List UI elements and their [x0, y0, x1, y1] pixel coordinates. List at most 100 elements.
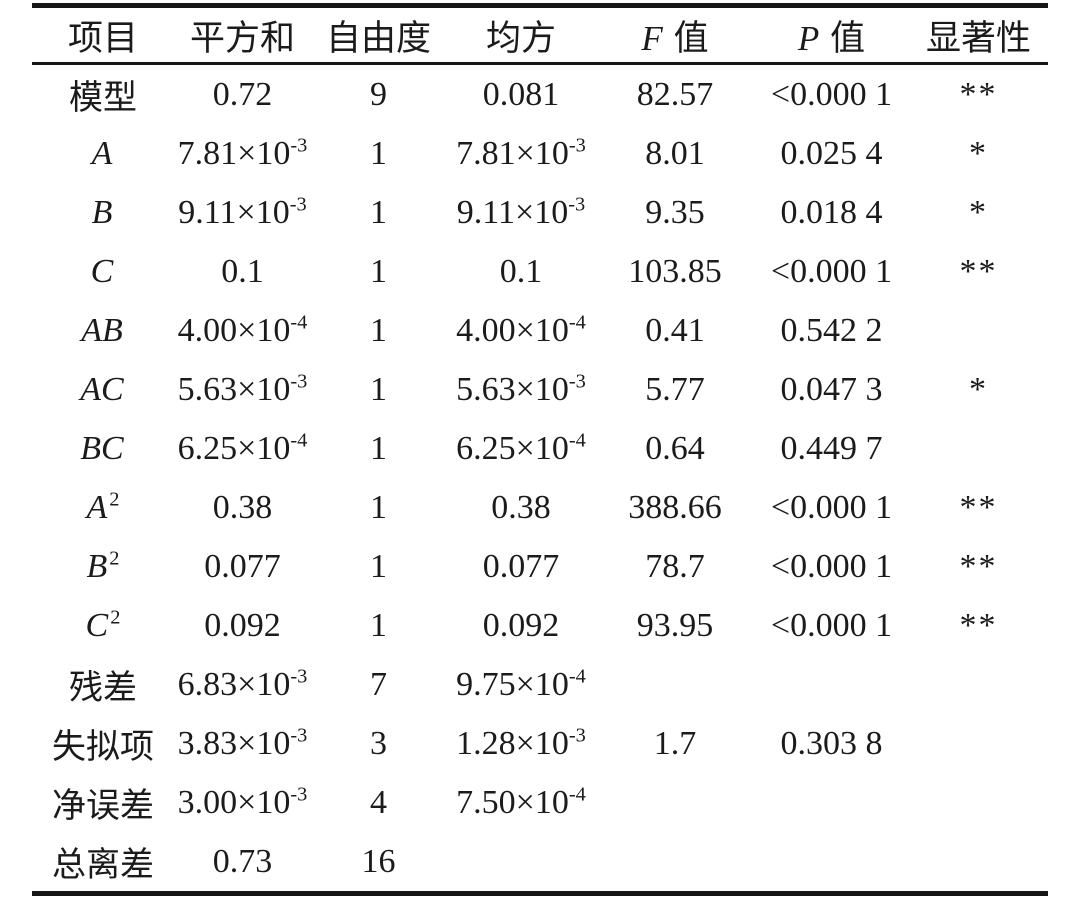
value-cell: 93.95	[636, 606, 714, 644]
row-label-cell: A2	[86, 488, 120, 526]
row-label-cell: 模型	[69, 80, 137, 117]
value-cell: 0.077	[204, 547, 281, 585]
value-cell: 3	[370, 724, 387, 762]
column-header: 自由度	[325, 18, 431, 58]
table-row: 失拟项 3.83×10-3 3 1.28×10-3 1.7 0.303 8	[32, 714, 1048, 773]
significance-cell: **	[959, 252, 998, 290]
value-cell: 1	[370, 311, 387, 349]
value-cell: 8.01	[645, 134, 705, 172]
value-cell: 0.542 2	[780, 311, 883, 349]
value-cell	[754, 655, 909, 714]
value-cell: 1.7	[653, 724, 697, 762]
table-row: 模型 0.72 9 0.081 82.57 <0.000 1 **	[32, 64, 1048, 125]
anova-table: 项目 平方和 自由度 均方 F 值 P 值 显著性 模型 0.72 9 0.081 82.57 <0.…	[32, 3, 1048, 896]
column-header: F 值	[641, 18, 709, 58]
row-label-cell: AC	[80, 370, 124, 408]
value-cell: 82.57	[636, 75, 714, 113]
value-cell: <0.000 1	[770, 488, 893, 526]
value-cell: 0.1	[499, 252, 543, 290]
value-cell	[754, 832, 909, 894]
row-label-cell: B2	[86, 547, 120, 585]
table-row: BC 6.25×10-4 1 6.25×10-4 0.64 0.449 7	[32, 419, 1048, 478]
value-cell: 5.63×10-3	[177, 370, 308, 408]
value-cell: 7.81×10-3	[177, 134, 308, 172]
value-cell: 0.047 3	[780, 370, 883, 408]
column-header: 均方	[485, 18, 556, 58]
row-label-cell: A	[91, 134, 113, 172]
value-cell: 9.11×10-3	[178, 193, 307, 231]
table-row: 总离差 0.73 16	[32, 832, 1048, 894]
value-cell: 0.081	[482, 75, 560, 113]
value-cell: 1	[370, 488, 387, 526]
value-cell: <0.000 1	[770, 547, 893, 585]
value-cell: 1	[370, 370, 387, 408]
row-label-cell: AB	[81, 311, 123, 349]
table-body: 模型 0.72 9 0.081 82.57 <0.000 1 ** A 7.81×10-3 1 7.…	[32, 64, 1048, 894]
value-cell: 4.00×10-4	[456, 311, 586, 349]
table-row: 残差 6.83×10-3 7 9.75×10-4	[32, 655, 1048, 714]
value-cell: 7	[370, 665, 387, 703]
value-cell: 0.092	[482, 606, 560, 644]
significance-cell	[909, 655, 1048, 714]
column-header: 项目	[67, 18, 138, 58]
value-cell: 5.77	[645, 370, 705, 408]
value-cell: <0.000 1	[770, 75, 893, 113]
value-cell: <0.000 1	[770, 252, 893, 290]
value-cell: 3.00×10-3	[177, 783, 308, 821]
row-label-cell: 失拟项	[52, 729, 154, 766]
value-cell: 16	[361, 842, 396, 880]
row-label-cell: B	[91, 193, 113, 231]
significance-cell	[909, 714, 1048, 773]
value-cell: 0.449 7	[780, 429, 883, 467]
value-cell: 0.64	[645, 429, 705, 467]
value-cell: 0.025 4	[780, 134, 883, 172]
value-cell: 0.077	[482, 547, 560, 585]
value-cell: 9.35	[645, 193, 705, 231]
value-cell: 0.38	[212, 488, 273, 526]
value-cell: 9.75×10-4	[456, 665, 586, 703]
value-cell: 1	[370, 606, 387, 644]
row-label-cell: BC	[80, 429, 124, 467]
value-cell: 0.092	[204, 606, 281, 644]
table-row: 净误差 3.00×10-3 4 7.50×10-4	[32, 773, 1048, 832]
table-row: B2 0.077 1 0.077 78.7 <0.000 1 **	[32, 537, 1048, 596]
value-cell: 6.83×10-3	[177, 665, 308, 703]
header-row: 项目 平方和 自由度 均方 F 值 P 值 显著性	[32, 6, 1048, 64]
value-cell: 4	[370, 783, 387, 821]
significance-cell	[909, 419, 1048, 478]
column-header: 显著性	[925, 18, 1031, 58]
significance-cell: *	[969, 193, 988, 231]
value-cell: 7.50×10-4	[456, 783, 586, 821]
value-cell: 1	[370, 429, 387, 467]
value-cell	[754, 773, 909, 832]
value-cell: 9.11×10-3	[456, 193, 586, 231]
value-cell: 6.25×10-4	[456, 429, 586, 467]
significance-cell	[909, 301, 1048, 360]
significance-cell	[909, 773, 1048, 832]
table-row: B 9.11×10-3 1 9.11×10-3 9.35 0.018 4 *	[32, 183, 1048, 242]
value-cell: 0.1	[221, 252, 264, 290]
significance-cell: *	[969, 134, 988, 172]
value-cell: 0.303 8	[780, 724, 883, 762]
value-cell: 0.41	[645, 311, 705, 349]
significance-cell: **	[959, 547, 998, 585]
value-cell: 388.66	[628, 488, 722, 526]
value-cell: 0.73	[212, 842, 273, 880]
value-cell: 1	[370, 252, 387, 290]
value-cell: 7.81×10-3	[456, 134, 586, 172]
row-label-cell: 残差	[69, 670, 137, 707]
value-cell: 0.018 4	[780, 193, 883, 231]
value-cell: 1	[370, 547, 387, 585]
significance-cell	[909, 832, 1048, 894]
value-cell	[596, 773, 754, 832]
value-cell: 0.38	[491, 488, 551, 526]
table-row: C 0.1 1 0.1 103.85 <0.000 1 **	[32, 242, 1048, 301]
table-row: C2 0.092 1 0.092 93.95 <0.000 1 **	[32, 596, 1048, 655]
value-cell: 1	[370, 193, 387, 231]
row-label-cell: 总离差	[52, 847, 154, 884]
table-row: A 7.81×10-3 1 7.81×10-3 8.01 0.025 4 *	[32, 124, 1048, 183]
value-cell	[596, 832, 754, 894]
value-cell: 3.83×10-3	[177, 724, 308, 762]
value-cell	[596, 655, 754, 714]
